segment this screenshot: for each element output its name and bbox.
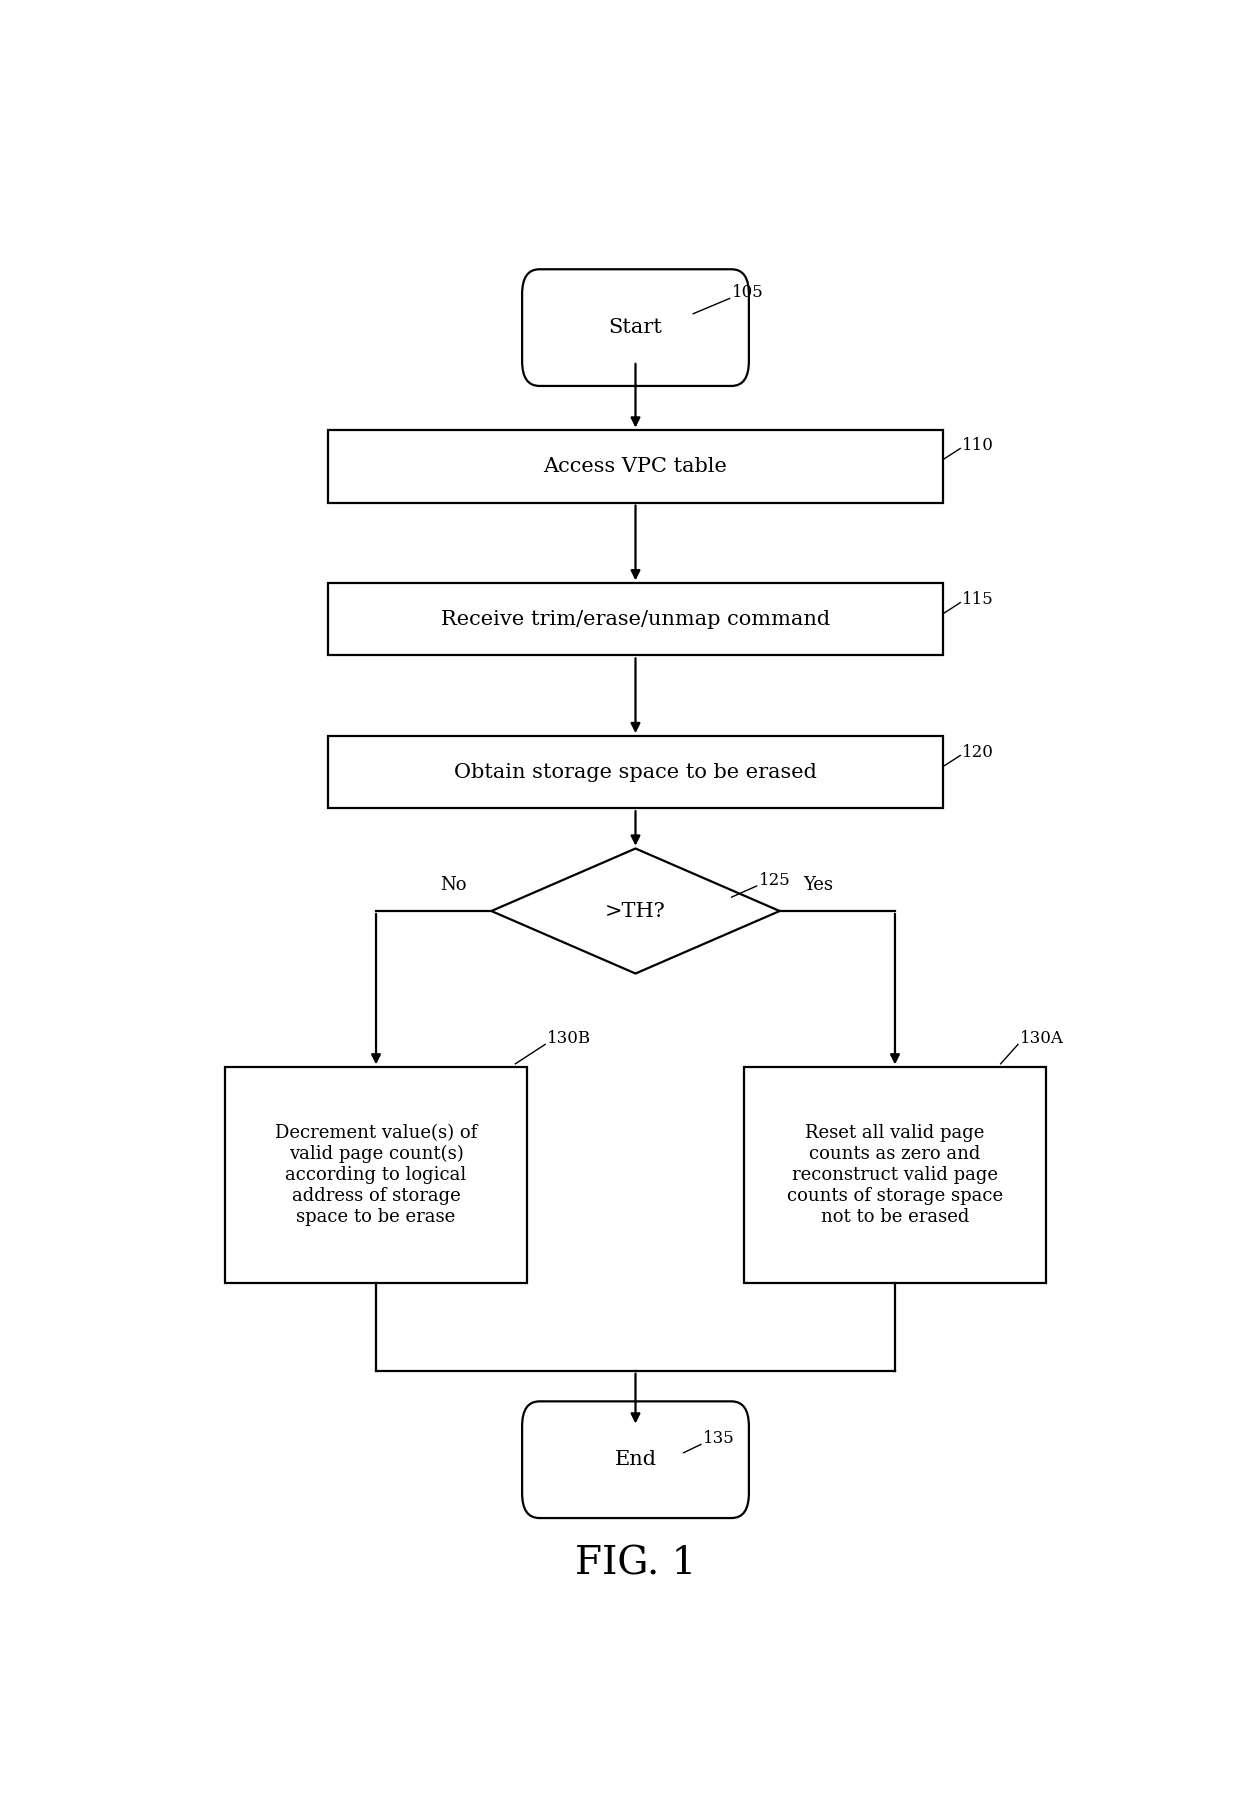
Bar bbox=[327, 583, 944, 655]
Text: End: End bbox=[615, 1450, 656, 1468]
Text: Decrement value(s) of
valid page count(s)
according to logical
address of storag: Decrement value(s) of valid page count(s… bbox=[275, 1124, 477, 1225]
Text: Receive trim/erase/unmap command: Receive trim/erase/unmap command bbox=[441, 610, 830, 630]
Text: 110: 110 bbox=[962, 437, 994, 455]
Text: >TH?: >TH? bbox=[605, 902, 666, 920]
Text: 130B: 130B bbox=[547, 1030, 591, 1048]
Text: Access VPC table: Access VPC table bbox=[543, 456, 728, 476]
FancyBboxPatch shape bbox=[522, 1402, 749, 1517]
Text: No: No bbox=[440, 877, 466, 895]
Bar bbox=[744, 1068, 1047, 1283]
Text: 115: 115 bbox=[962, 592, 994, 608]
Text: 125: 125 bbox=[759, 871, 790, 889]
Text: Yes: Yes bbox=[804, 877, 833, 895]
Text: 130A: 130A bbox=[1019, 1030, 1064, 1048]
Text: FIG. 1: FIG. 1 bbox=[575, 1546, 696, 1582]
Text: 105: 105 bbox=[732, 285, 764, 301]
Bar bbox=[327, 431, 944, 503]
Text: Obtain storage space to be erased: Obtain storage space to be erased bbox=[454, 763, 817, 781]
Text: Start: Start bbox=[609, 318, 662, 337]
FancyBboxPatch shape bbox=[522, 269, 749, 386]
Bar bbox=[327, 736, 944, 808]
Text: 120: 120 bbox=[962, 745, 994, 761]
Polygon shape bbox=[491, 848, 780, 974]
Text: Reset all valid page
counts as zero and
reconstruct valid page
counts of storage: Reset all valid page counts as zero and … bbox=[787, 1124, 1003, 1225]
Bar bbox=[224, 1068, 527, 1283]
Text: 135: 135 bbox=[703, 1431, 734, 1447]
